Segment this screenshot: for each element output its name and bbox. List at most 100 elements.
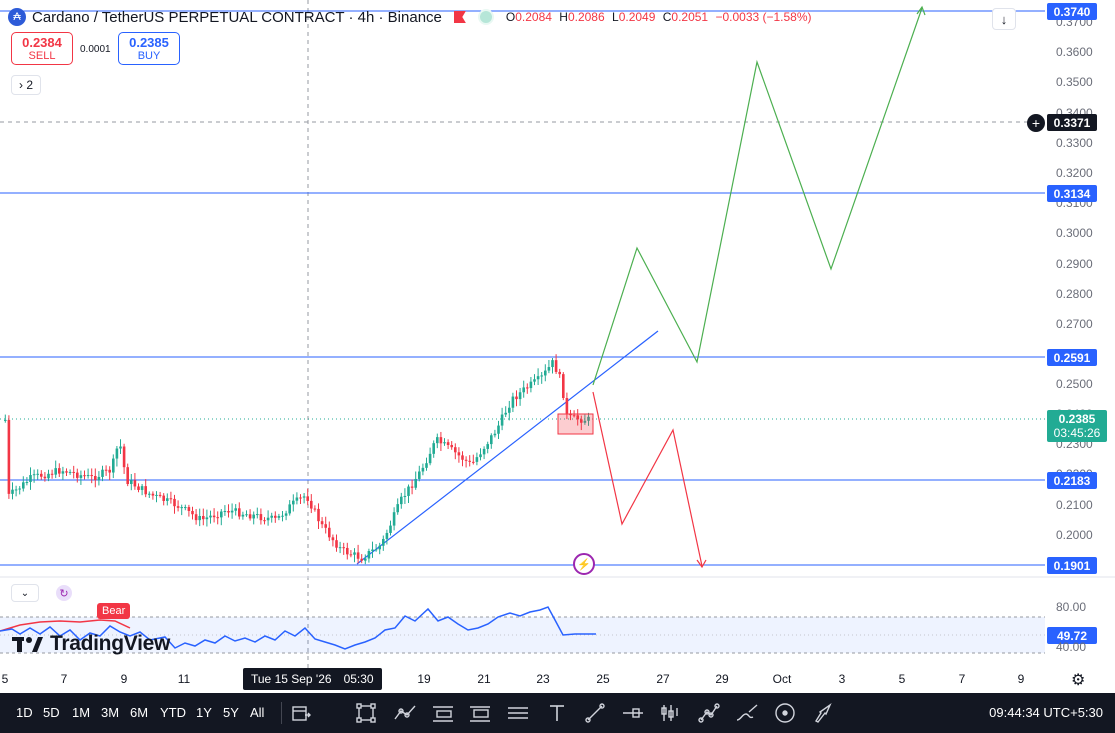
refresh-icon[interactable]: ↻ <box>56 585 72 601</box>
arrow-down-icon[interactable]: ↓ <box>992 8 1016 30</box>
candle-body <box>292 500 295 505</box>
text-tool-icon[interactable] <box>545 701 569 725</box>
candle-body <box>259 514 263 521</box>
candle-body <box>295 497 299 501</box>
time-tick-label: 9 <box>1017 672 1025 686</box>
timeframe-5d[interactable]: 5D <box>43 705 60 720</box>
candle-body <box>202 516 205 520</box>
indicators-toggle-button[interactable]: › 2 <box>11 75 41 95</box>
candle-body <box>83 475 86 477</box>
candle-body <box>342 547 345 549</box>
horizontal-lines-icon[interactable] <box>506 701 530 725</box>
long-position-icon[interactable] <box>431 701 455 725</box>
candle-body <box>511 396 515 408</box>
timeframe-all[interactable]: All <box>250 705 265 720</box>
candle-body <box>349 554 353 556</box>
bar-countdown: 03:45:26 <box>1053 426 1101 440</box>
clock[interactable]: 09:44:34 UTC+5:30 <box>989 705 1103 720</box>
candle-body <box>155 494 158 496</box>
symbol-title[interactable]: Cardano / TetherUS PERPETUAL CONTRACT · … <box>32 8 442 26</box>
time-tick-label: 5 <box>1 672 9 686</box>
timeframe-1m[interactable]: 1M <box>72 705 91 720</box>
timeframe-1y[interactable]: 1Y <box>196 705 212 720</box>
price-tick-label: 0.2900 <box>1056 257 1093 271</box>
candle-body <box>382 538 385 546</box>
indicators-count: 2 <box>26 78 34 92</box>
price-axis: 0.37000.36000.35000.34000.33000.32000.31… <box>1056 15 1093 542</box>
candle-body <box>238 508 241 517</box>
tradingview-logo[interactable]: TradingView <box>12 632 170 656</box>
candle-body <box>421 467 425 472</box>
candle-body <box>533 379 536 382</box>
timeframe-ytd[interactable]: YTD <box>160 705 186 720</box>
buy-price: 0.2385 <box>129 35 169 50</box>
candle-body <box>108 469 111 473</box>
candle-body <box>587 416 590 421</box>
sell-button[interactable]: 0.2384 SELL <box>11 32 73 65</box>
candle-body <box>508 407 511 413</box>
candle-body <box>551 360 554 368</box>
xabcd-pattern-icon[interactable] <box>697 701 721 725</box>
price-tick-label: 0.3300 <box>1056 136 1093 150</box>
price-chart[interactable]: 0.37000.36000.35000.34000.33000.32000.31… <box>0 0 1115 693</box>
market-status-icon[interactable] <box>477 9 494 25</box>
timeframe-5y[interactable]: 5Y <box>223 705 239 720</box>
candle-body <box>338 547 342 549</box>
candle-body <box>194 514 198 521</box>
path-tool-icon[interactable] <box>393 701 417 725</box>
candle-body <box>331 537 335 541</box>
buy-button[interactable]: 0.2385 BUY <box>118 32 180 65</box>
candle-body <box>446 442 450 446</box>
timeframe-1d[interactable]: 1D <box>16 705 33 720</box>
candle-body <box>425 463 428 468</box>
chevron-down-icon[interactable]: ⌄ <box>11 584 39 602</box>
brush-tool-icon[interactable] <box>735 701 759 725</box>
candle-body <box>47 473 50 479</box>
rectangle-tool-icon[interactable] <box>354 701 378 725</box>
time-tick-label: 3 <box>838 672 846 686</box>
oscillator-upper-tick: 80.00 <box>1056 600 1087 614</box>
candle-body <box>522 387 525 393</box>
candle-body <box>216 517 219 519</box>
horizontal-ray-icon[interactable] <box>621 701 645 725</box>
candle-body <box>457 452 461 456</box>
bear-badge: Bear <box>97 603 131 619</box>
candle-body <box>270 515 273 518</box>
candle-body <box>504 412 507 415</box>
candle-body <box>256 514 259 516</box>
timeframe-6m[interactable]: 6M <box>130 705 149 720</box>
lightning-icon[interactable]: ⚡ <box>573 553 595 575</box>
sell-label: SELL <box>28 50 56 62</box>
timeframe-3m[interactable]: 3M <box>101 705 120 720</box>
arrow-tool-icon[interactable] <box>812 701 836 725</box>
time-tick-label: 23 <box>536 672 550 686</box>
time-tick-label: 27 <box>656 672 670 686</box>
candle-body <box>493 433 497 436</box>
candle-body <box>220 511 223 518</box>
candle-body <box>22 482 25 489</box>
candle-body <box>25 482 29 484</box>
plus-icon[interactable]: + <box>1027 114 1045 132</box>
candle-body <box>198 516 201 521</box>
candle-body <box>112 458 115 473</box>
time-tick-label: 21 <box>477 672 491 686</box>
time-axis[interactable]: 5 7 9 11 19 21 23 25 27 29 Oct 3 5 7 9 <box>0 668 1040 688</box>
trend-line-icon[interactable] <box>583 701 607 725</box>
candle-body <box>324 524 327 528</box>
calendar-icon[interactable] <box>289 701 313 725</box>
candle-body <box>32 474 36 476</box>
time-tick-label: 7 <box>60 672 68 686</box>
candle-body <box>90 475 93 477</box>
candle-body <box>310 500 313 509</box>
candle-body <box>58 468 61 474</box>
candle-body <box>464 459 468 461</box>
short-position-icon[interactable] <box>468 701 492 725</box>
price-tick-label: 0.3200 <box>1056 166 1093 180</box>
candle-body <box>482 448 486 455</box>
settings-gear-icon[interactable]: ⚙ <box>1071 672 1086 689</box>
candle-body <box>389 525 392 533</box>
flag-icon[interactable] <box>453 11 466 23</box>
candle-body <box>536 376 540 380</box>
eye-icon[interactable] <box>773 701 797 725</box>
bars-pattern-icon[interactable] <box>658 701 682 725</box>
